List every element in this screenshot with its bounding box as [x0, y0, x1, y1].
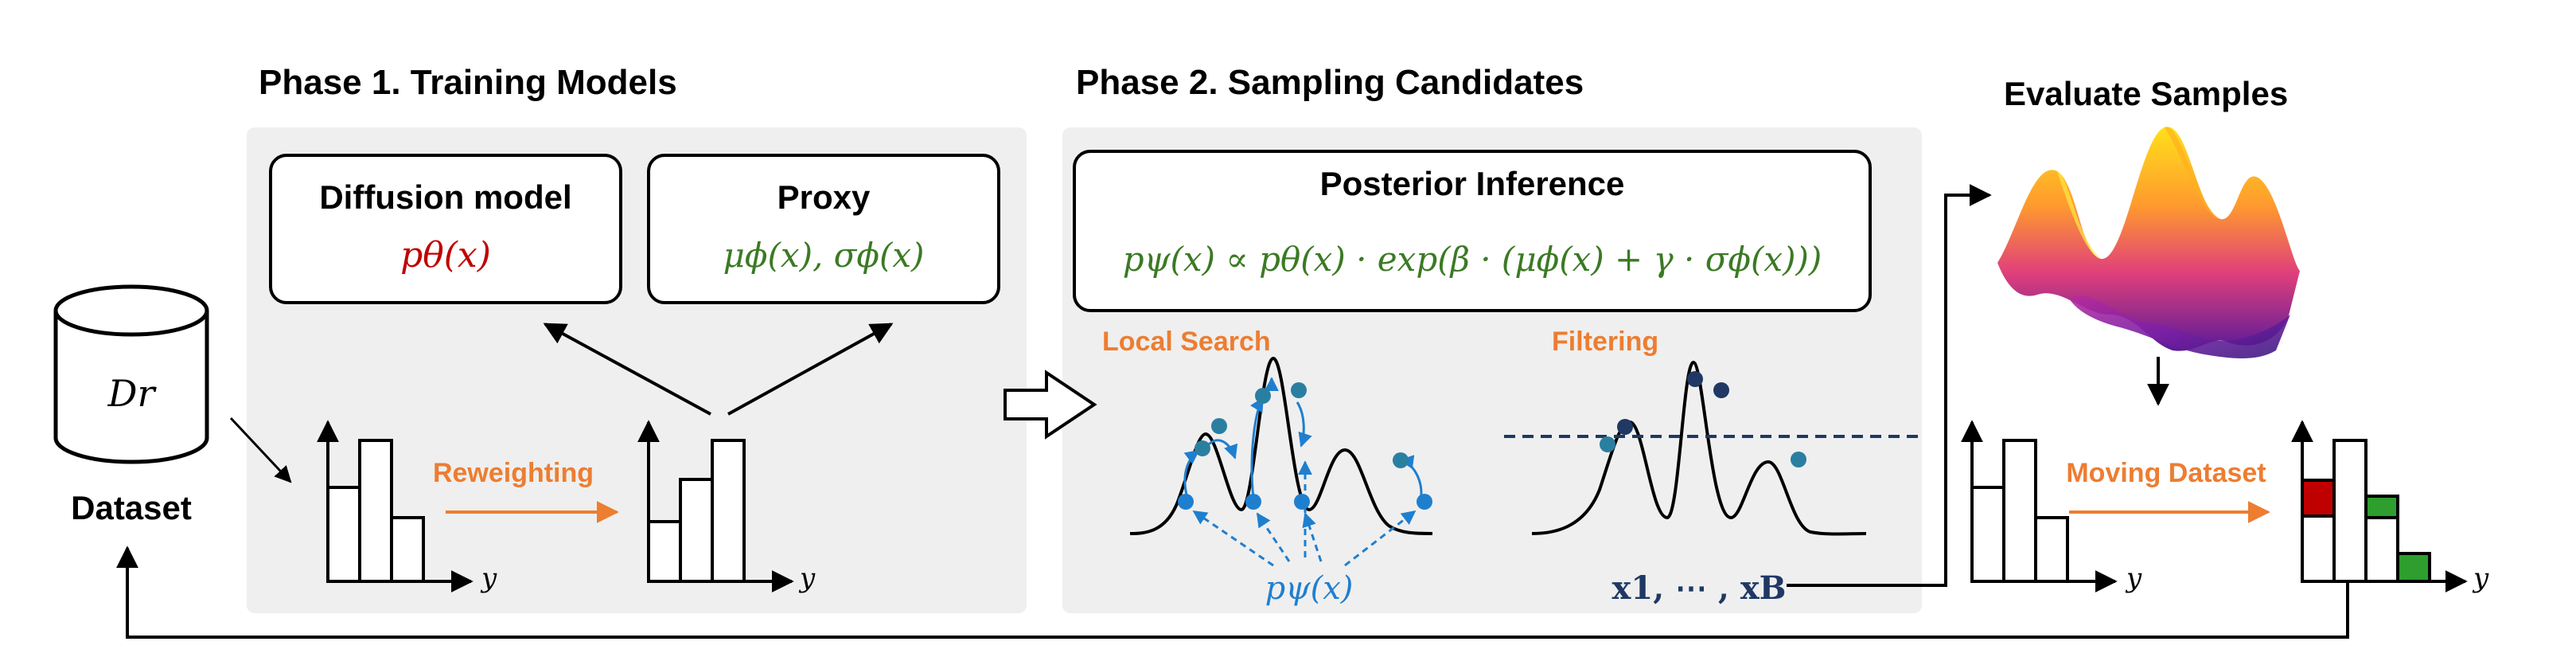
dataset-arrow: [229, 417, 292, 483]
to-diffusion-arrow: [543, 323, 711, 416]
filter-point-5: [1791, 452, 1806, 467]
original-histogram: [326, 439, 425, 583]
filtering-label: Filtering: [1552, 327, 1658, 357]
filter-point-2: [1617, 419, 1633, 435]
proxy-title: Proxy: [777, 178, 871, 216]
filter-point-3: [1687, 371, 1703, 387]
local-point-5: [1255, 388, 1271, 404]
dataset-symbol: Dr: [107, 372, 158, 415]
local-point-1: [1178, 494, 1194, 510]
moving-dataset-label: Moving Dataset: [2066, 458, 2266, 488]
filtered-points: [1600, 371, 1806, 467]
reweighting-label: Reweighting: [433, 458, 594, 488]
local-point-3: [1211, 418, 1227, 434]
phase2-title: Phase 2. Sampling Candidates: [1076, 63, 1584, 102]
posterior-title: Posterior Inference: [1320, 165, 1625, 202]
diffusion-model-title: Diffusion model: [319, 178, 571, 216]
local-point-6: [1291, 382, 1307, 398]
filter-point-4: [1713, 382, 1729, 398]
phase1-title: Phase 1. Training Models: [259, 63, 677, 102]
posterior-inference-box: [1073, 150, 1872, 312]
hist2-axis-label: y: [798, 562, 816, 594]
hist1-axis-label: y: [480, 562, 497, 594]
feedback-loop-arrow: [116, 546, 2349, 639]
moved-histogram: [2301, 439, 2431, 583]
local-search-points: [1178, 382, 1432, 510]
dataset-label: Dataset: [71, 489, 192, 526]
evaluated-histogram: [1970, 439, 2069, 583]
local-search-label: Local Search: [1102, 327, 1271, 357]
local-point-2: [1194, 440, 1210, 456]
diffusion-model-formula: pθ(x): [400, 235, 491, 276]
filter-point-1: [1600, 436, 1615, 452]
candidates-label: x1, ⋯ , xB: [1612, 569, 1787, 607]
evaluate-title: Evaluate Samples: [2004, 75, 2288, 112]
to-proxy-arrow: [727, 323, 894, 416]
to-evaluate-arrow: [1787, 184, 1992, 587]
proxy-formula: μϕ(x), σϕ(x): [723, 236, 925, 275]
sampler-label: pψ(x): [1265, 570, 1354, 607]
phase-transition-arrow: [1004, 370, 1097, 440]
local-point-7: [1294, 494, 1310, 510]
local-point-8: [1393, 452, 1409, 468]
dataset-cylinder-icon: [53, 284, 209, 464]
proxy-box: [647, 154, 1000, 304]
sampler-arrows: [1192, 460, 1417, 567]
hist4-axis-label: y: [2472, 562, 2489, 594]
diffusion-model-box: [269, 154, 622, 304]
local-point-4: [1245, 494, 1261, 510]
objective-surface-icon: [1997, 127, 2300, 358]
hist3-axis-label: y: [2125, 562, 2142, 594]
posterior-formula: pψ(x) ∝ pθ(x) · exp(β · (μϕ(x) + γ · σϕ(…: [1123, 240, 1822, 279]
local-point-9: [1417, 494, 1432, 510]
